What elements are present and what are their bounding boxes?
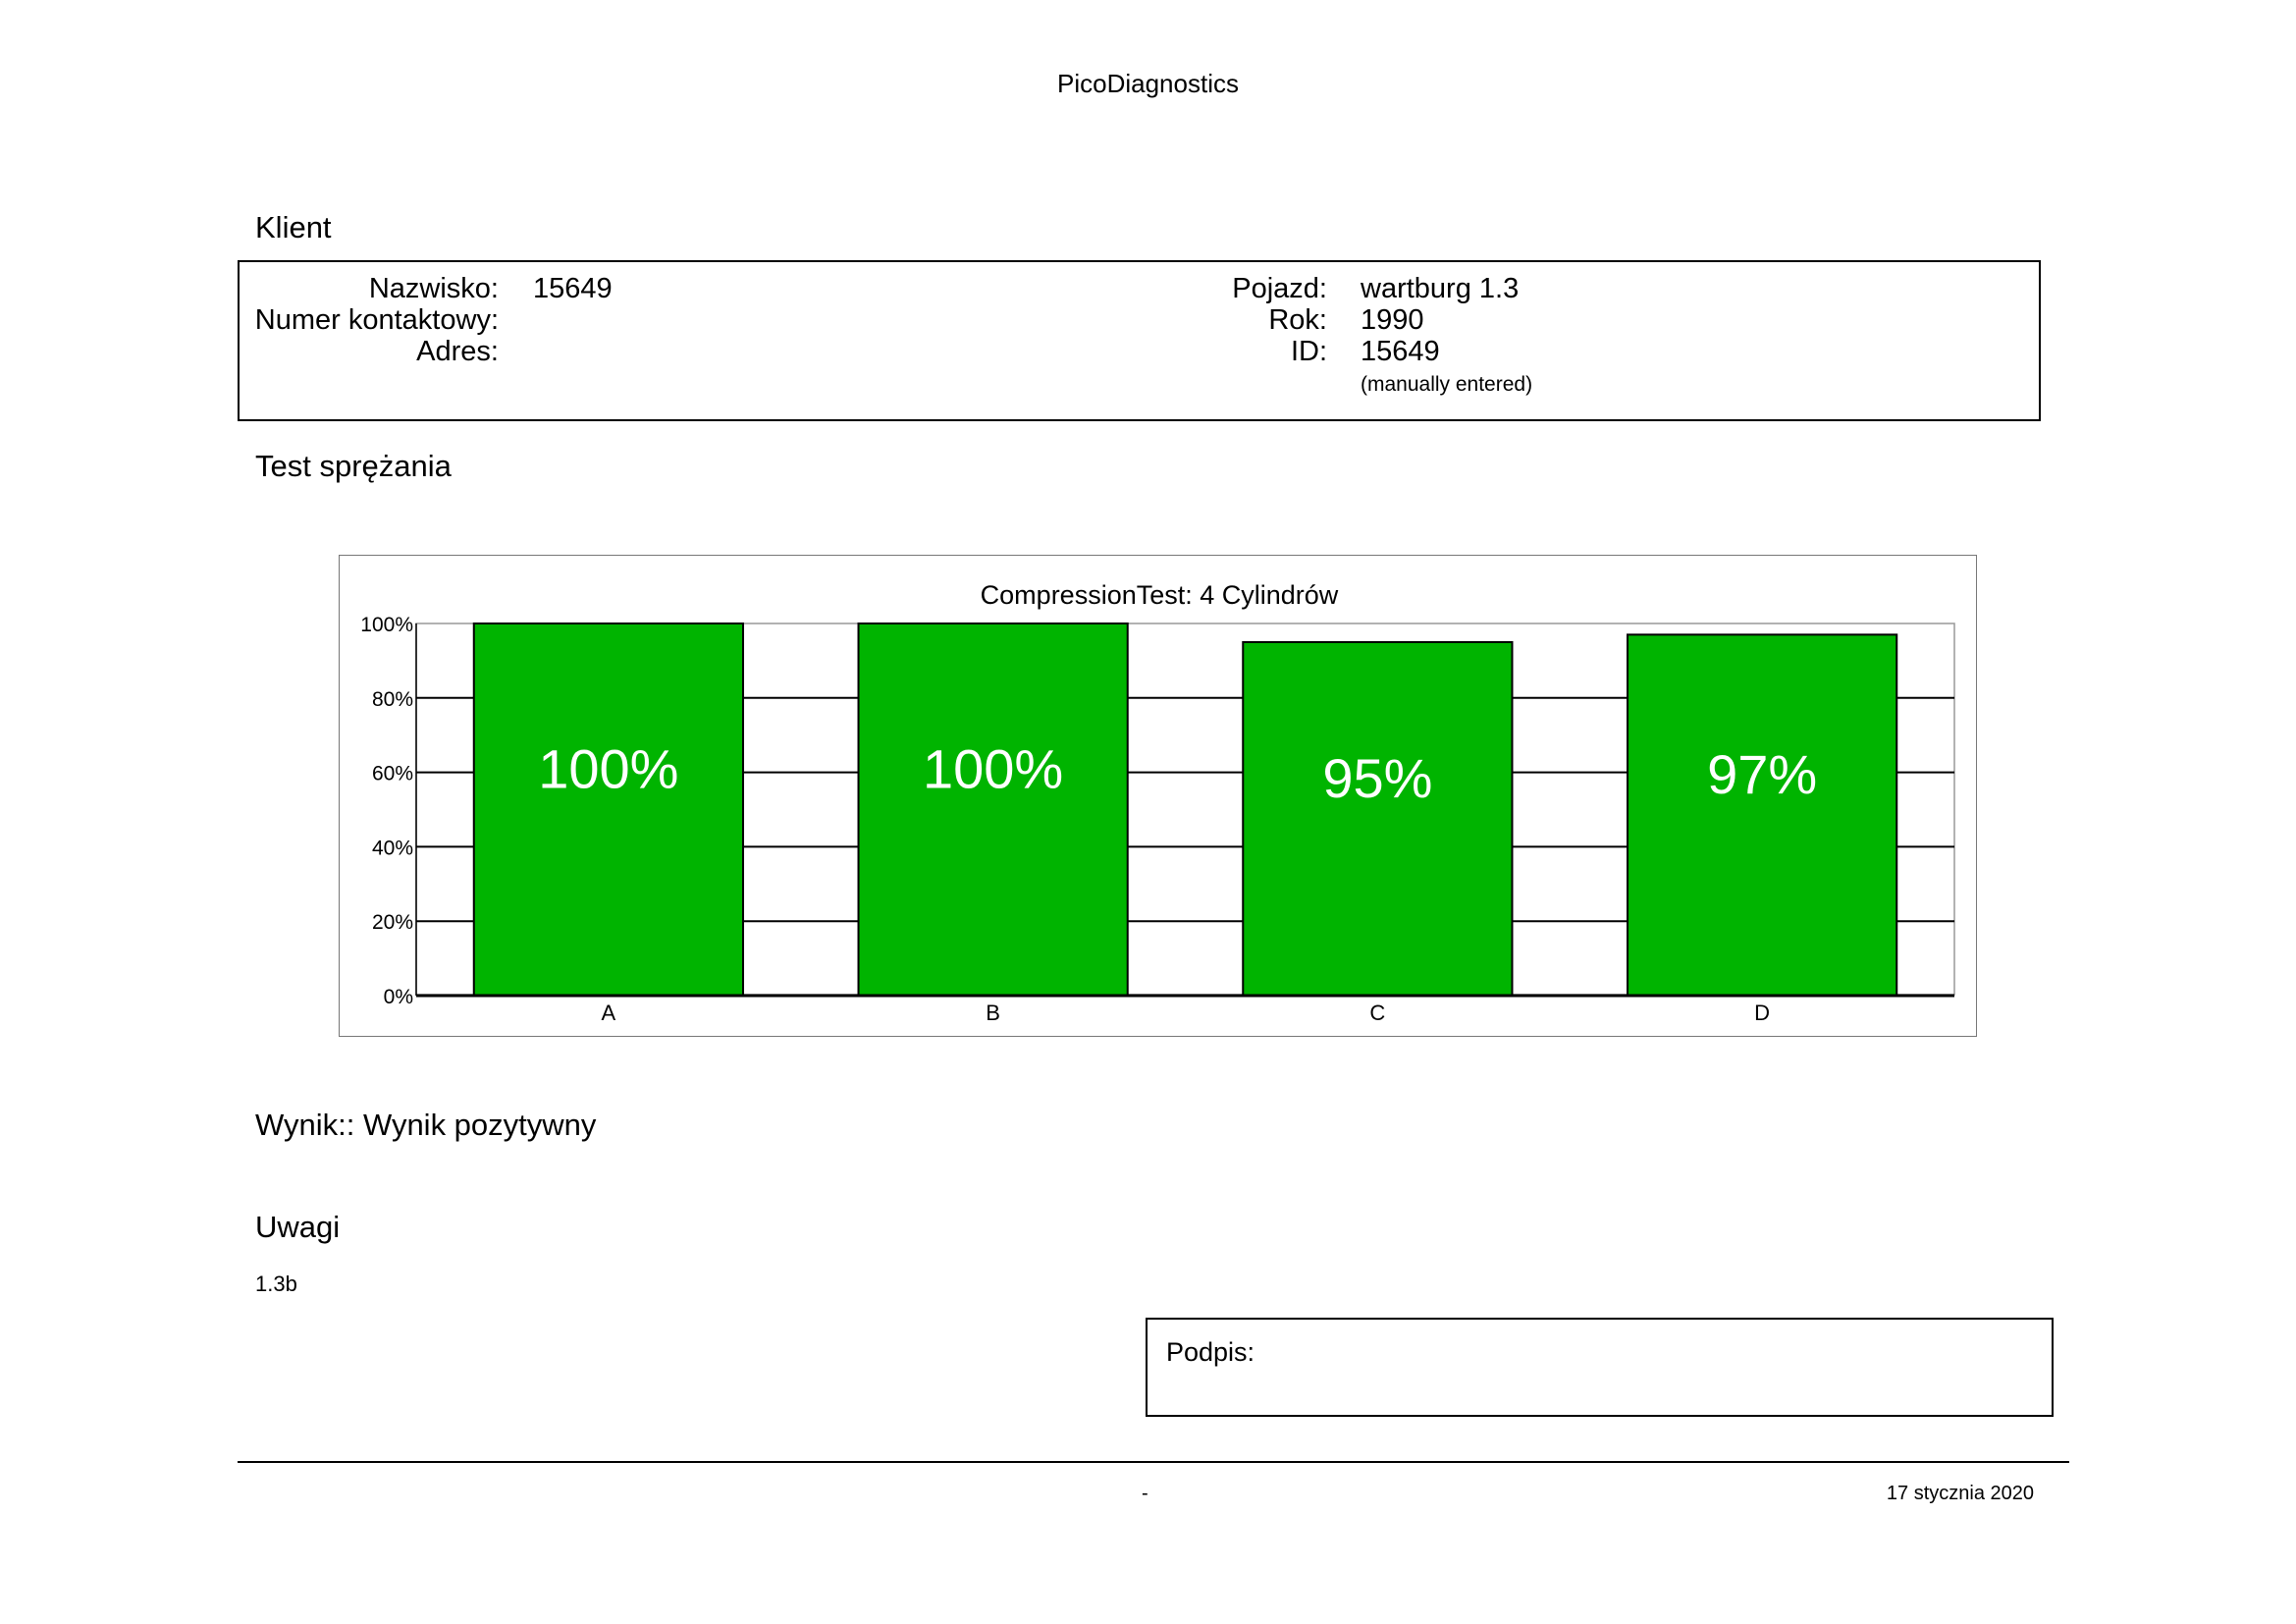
vehicle-value: wartburg 1.3	[1361, 273, 1520, 304]
bar	[857, 623, 1129, 997]
chart-frame	[339, 555, 1977, 1037]
y-tick-label: 80%	[372, 688, 413, 711]
test-section-title: Test sprężania	[255, 449, 452, 483]
id-label: ID:	[1290, 336, 1327, 367]
name-value: 15649	[533, 273, 613, 304]
signature-box	[1146, 1318, 2054, 1417]
vehicle-label: Pojazd:	[1232, 273, 1327, 304]
footer-center-text: -	[1142, 1483, 1148, 1504]
signature-label: Podpis:	[1166, 1337, 1255, 1367]
footer-date: 17 stycznia 2020	[1886, 1483, 2034, 1504]
y-tick-label: 100%	[360, 614, 413, 636]
x-tick-label: B	[986, 1001, 1000, 1025]
notes-section-title: Uwagi	[255, 1210, 341, 1244]
x-tick-label: C	[1369, 1001, 1385, 1025]
y-tick-label: 60%	[372, 763, 413, 785]
bar	[472, 623, 744, 997]
chart-title: CompressionTest: 4 Cylindrów	[981, 580, 1339, 610]
phone-label: Numer kontaktowy:	[254, 304, 499, 336]
report-header-title: PicoDiagnostics	[1057, 69, 1239, 98]
bar-value-label: 100%	[923, 738, 1063, 800]
year-label: Rok:	[1268, 304, 1327, 336]
bar	[1242, 640, 1514, 997]
result-text: Wynik:: Wynik pozytywny	[255, 1108, 597, 1142]
bar-value-label: 97%	[1707, 743, 1817, 805]
notes-text: 1.3b	[255, 1272, 297, 1296]
client-info-box	[238, 260, 2041, 421]
bar	[1627, 633, 1898, 997]
y-tick-label: 40%	[372, 837, 413, 859]
bar-value-label: 100%	[538, 738, 678, 800]
y-tick-label: 20%	[372, 911, 413, 934]
footer-divider	[238, 1461, 2069, 1463]
client-section-title: Klient	[255, 210, 332, 244]
id-value: 15649	[1361, 336, 1440, 367]
bar-value-label: 95%	[1322, 747, 1432, 809]
id-note: (manually entered)	[1361, 373, 1533, 396]
name-label: Nazwisko:	[368, 273, 499, 304]
x-tick-label: D	[1754, 1001, 1770, 1025]
address-label: Adres:	[416, 336, 499, 367]
year-value: 1990	[1361, 304, 1424, 336]
y-tick-label: 0%	[384, 986, 413, 1008]
x-tick-label: A	[602, 1001, 616, 1025]
